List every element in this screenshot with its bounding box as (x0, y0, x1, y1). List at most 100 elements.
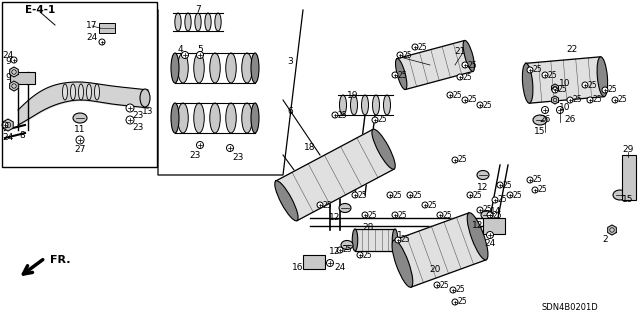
Text: 25: 25 (482, 100, 492, 109)
Ellipse shape (392, 229, 397, 251)
Circle shape (462, 62, 468, 68)
Circle shape (407, 192, 413, 198)
Text: 25: 25 (392, 190, 402, 199)
Circle shape (196, 142, 204, 149)
Ellipse shape (242, 103, 252, 133)
Ellipse shape (339, 204, 351, 212)
Ellipse shape (79, 84, 83, 100)
Circle shape (437, 212, 443, 218)
Text: 25: 25 (482, 205, 492, 214)
Text: 25: 25 (322, 201, 332, 210)
Ellipse shape (533, 115, 547, 125)
Ellipse shape (210, 103, 220, 133)
Text: 25: 25 (557, 85, 567, 94)
Circle shape (227, 145, 234, 152)
Text: 25: 25 (512, 190, 522, 199)
Text: 19: 19 (348, 91, 359, 100)
Bar (2, 2, 157, 167)
Text: 15: 15 (622, 196, 634, 204)
Circle shape (352, 192, 358, 198)
Text: 25: 25 (417, 42, 427, 51)
Bar (622, 155, 636, 200)
Text: 12: 12 (472, 220, 484, 229)
Circle shape (182, 51, 189, 58)
Text: 25: 25 (532, 175, 542, 184)
Ellipse shape (467, 213, 488, 260)
Ellipse shape (251, 103, 259, 133)
Text: 16: 16 (292, 263, 304, 272)
Text: 25: 25 (427, 201, 437, 210)
Ellipse shape (396, 59, 407, 90)
Polygon shape (10, 67, 19, 77)
Text: 15: 15 (534, 128, 546, 137)
Polygon shape (10, 81, 19, 91)
Circle shape (387, 192, 393, 198)
Circle shape (332, 112, 338, 118)
Text: 14: 14 (490, 207, 502, 217)
Ellipse shape (339, 95, 346, 115)
Text: 25: 25 (342, 246, 352, 255)
Ellipse shape (178, 53, 188, 83)
Ellipse shape (242, 53, 252, 83)
Text: 25: 25 (397, 211, 407, 219)
Circle shape (126, 104, 134, 112)
Text: 24: 24 (484, 240, 495, 249)
Circle shape (412, 44, 418, 50)
Ellipse shape (341, 241, 353, 249)
Ellipse shape (275, 181, 298, 221)
Text: 25: 25 (367, 211, 377, 219)
Ellipse shape (175, 13, 181, 31)
Text: 29: 29 (622, 145, 634, 154)
Circle shape (452, 299, 458, 305)
Text: 25: 25 (377, 115, 387, 124)
Circle shape (99, 39, 105, 45)
Ellipse shape (178, 103, 188, 133)
Text: 9: 9 (5, 57, 11, 66)
Polygon shape (607, 225, 616, 235)
Text: 25: 25 (467, 95, 477, 105)
Circle shape (11, 57, 17, 63)
Circle shape (542, 72, 548, 78)
Circle shape (532, 187, 538, 193)
Text: 25: 25 (617, 95, 627, 105)
Ellipse shape (613, 190, 627, 200)
Circle shape (587, 97, 593, 103)
Text: 22: 22 (566, 46, 578, 55)
Ellipse shape (352, 229, 358, 251)
Ellipse shape (70, 84, 76, 100)
Text: 4: 4 (177, 46, 183, 55)
Ellipse shape (140, 89, 150, 107)
Ellipse shape (194, 53, 204, 83)
Ellipse shape (481, 211, 493, 219)
Circle shape (527, 177, 533, 183)
Text: 17: 17 (86, 20, 98, 29)
Text: 2: 2 (602, 235, 608, 244)
Bar (483, 218, 505, 234)
Ellipse shape (522, 63, 533, 103)
Text: 25: 25 (587, 80, 597, 90)
Text: 9: 9 (5, 73, 11, 83)
Circle shape (492, 197, 498, 203)
Text: 13: 13 (142, 108, 154, 116)
Ellipse shape (171, 53, 179, 83)
Ellipse shape (215, 13, 221, 31)
Circle shape (487, 212, 493, 218)
Text: 25: 25 (467, 61, 477, 70)
Bar (10, 72, 35, 84)
Circle shape (557, 107, 563, 114)
Ellipse shape (185, 13, 191, 31)
Text: 25: 25 (457, 298, 467, 307)
Text: 25: 25 (592, 95, 602, 105)
Text: 25: 25 (397, 70, 407, 79)
Circle shape (317, 202, 323, 208)
Ellipse shape (226, 53, 236, 83)
Circle shape (452, 157, 458, 163)
Ellipse shape (383, 95, 390, 115)
Ellipse shape (351, 95, 358, 115)
Circle shape (477, 102, 483, 108)
Text: 24: 24 (3, 50, 13, 60)
Text: FR.: FR. (50, 255, 70, 265)
Text: 25: 25 (462, 72, 472, 81)
Ellipse shape (251, 53, 259, 83)
Text: 10: 10 (559, 103, 571, 113)
